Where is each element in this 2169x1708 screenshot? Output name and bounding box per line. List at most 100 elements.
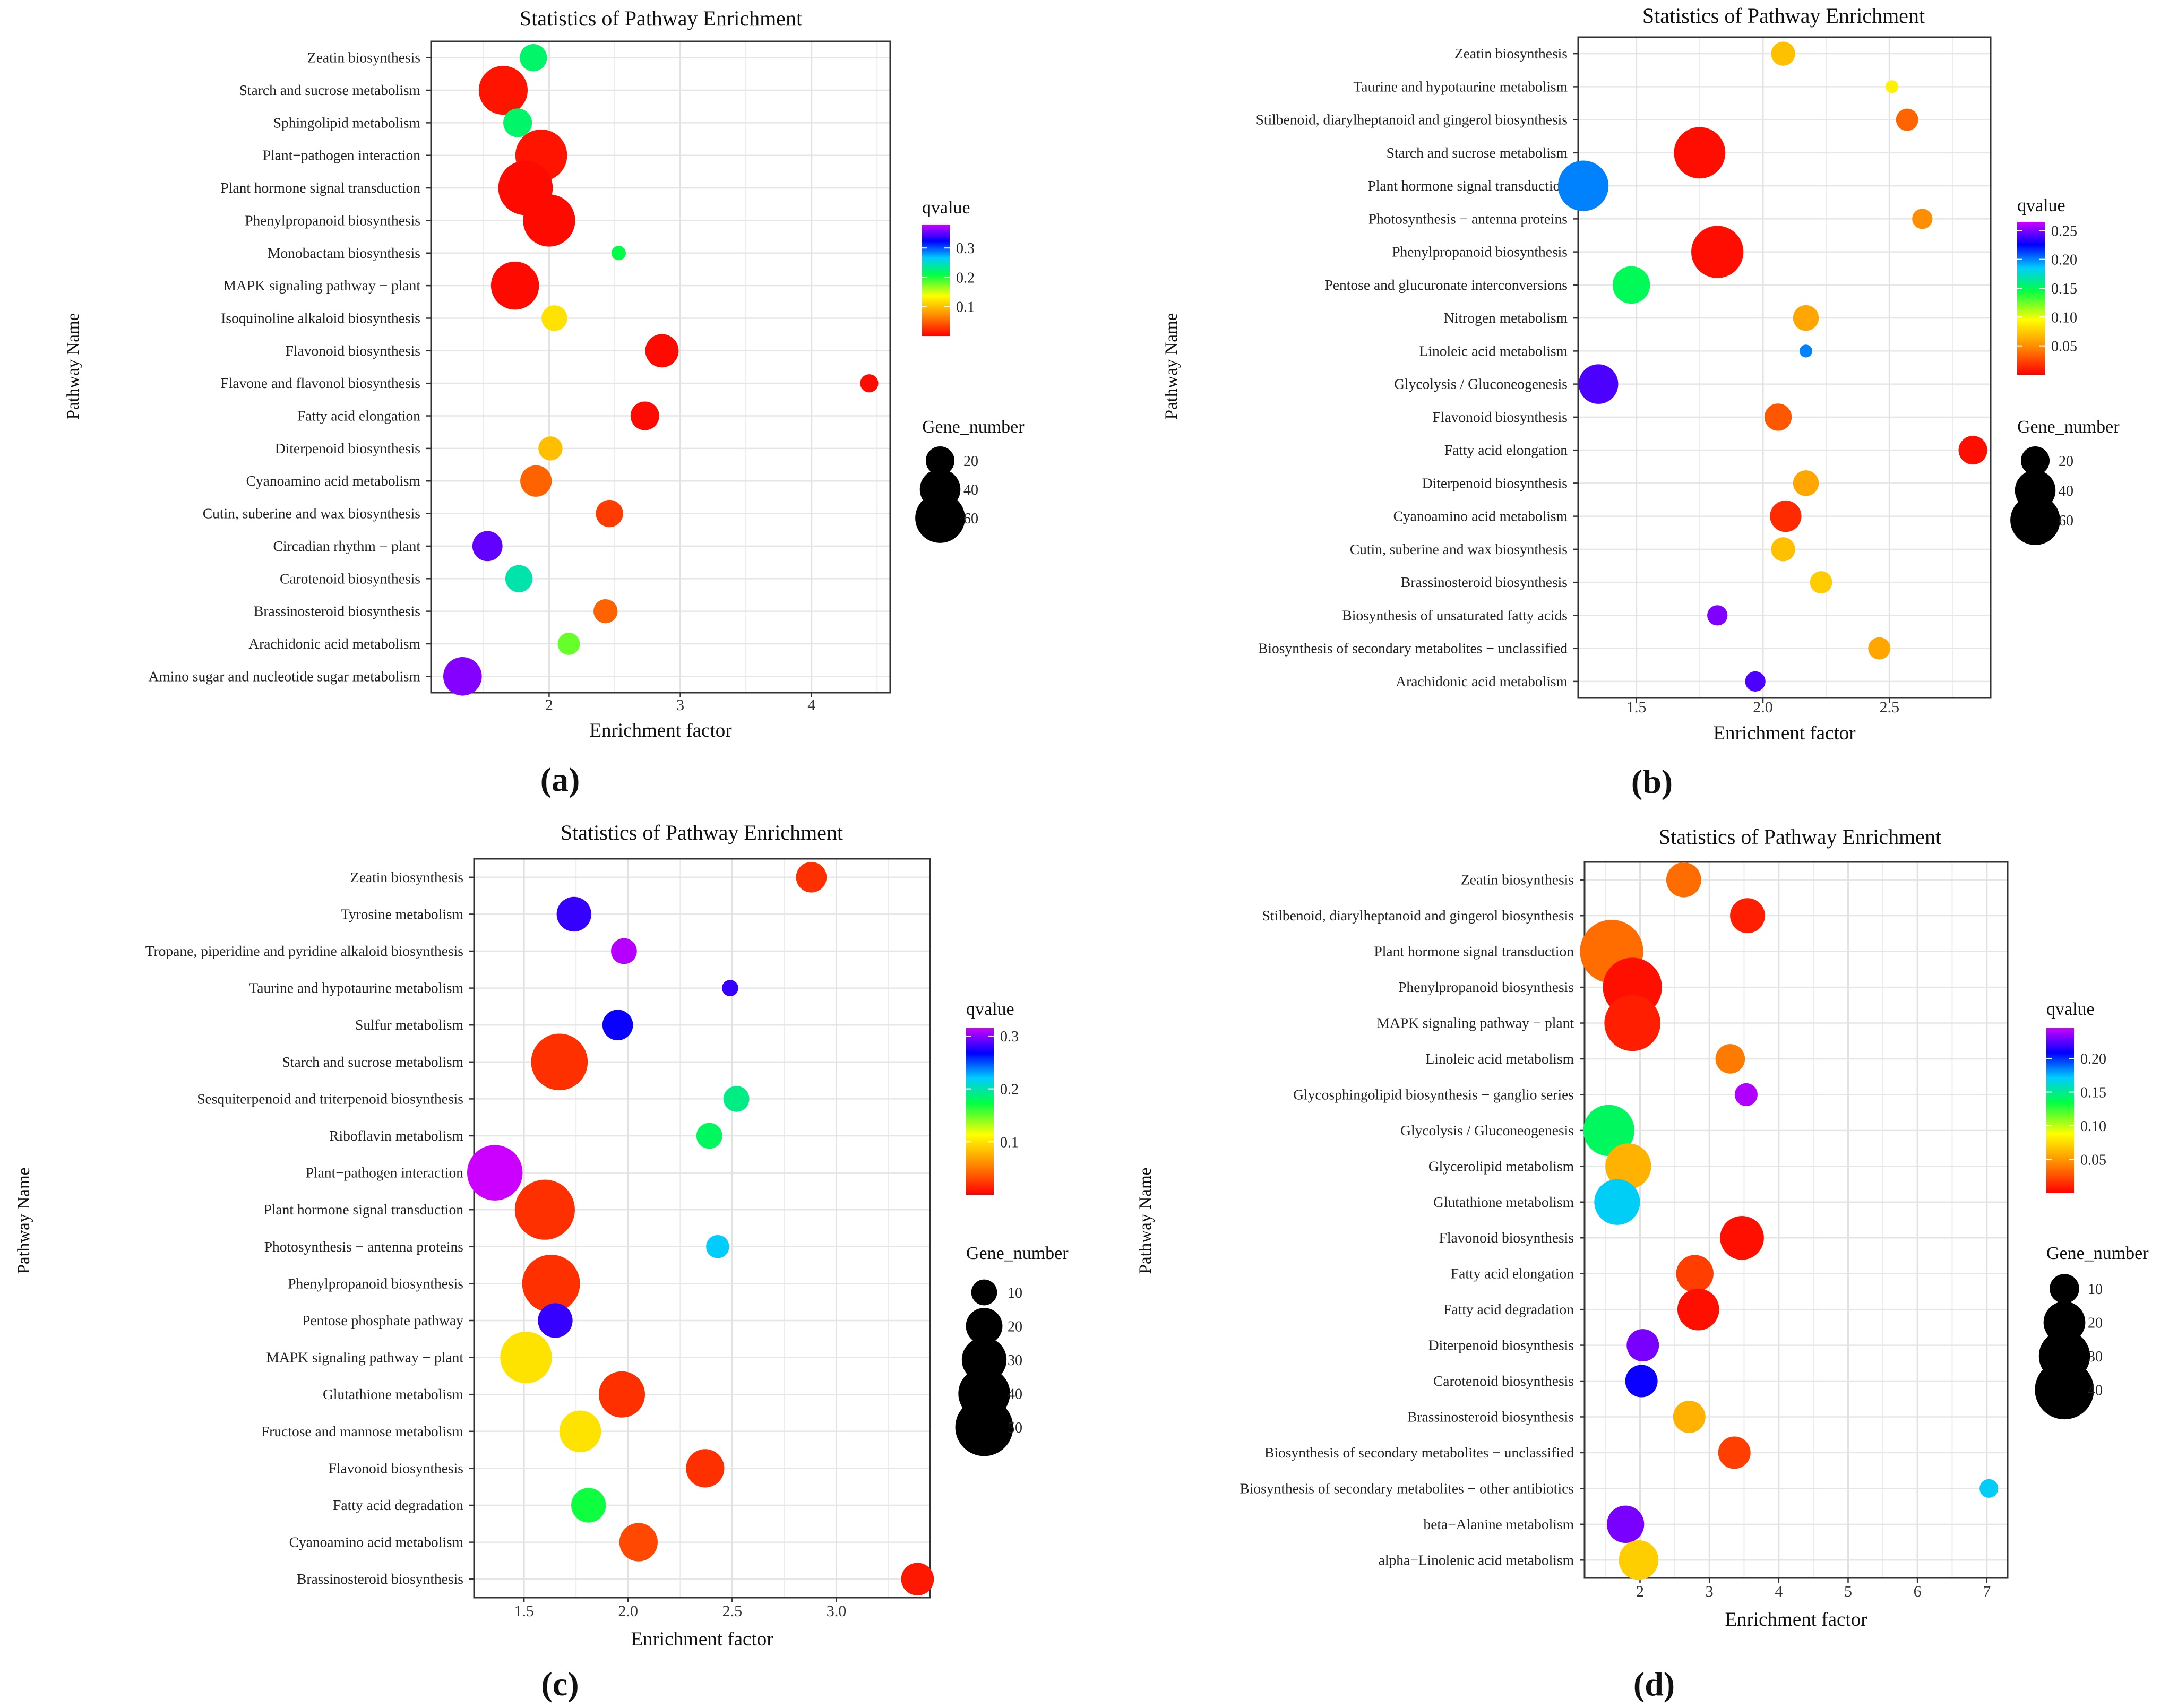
x-axis-title: Enrichment factor <box>1713 722 1855 744</box>
colorbar-label: 0.2 <box>956 270 975 286</box>
y-tick-label: Starch and sucrose metabolism <box>282 1054 463 1070</box>
y-tick-label: Plant−pathogen interaction <box>263 147 421 163</box>
y-tick-label: Fructose and mannose metabolism <box>261 1423 463 1439</box>
x-tick-label: 2.5 <box>1880 698 1900 716</box>
size-legend-label: 40 <box>2088 1383 2103 1399</box>
size-legend-title: Gene_number <box>2017 417 2120 437</box>
size-legend-dot <box>2035 1360 2094 1420</box>
x-tick-label: 2.0 <box>618 1602 639 1620</box>
y-tick-label: Biosynthesis of secondary metabolites − … <box>1264 1444 1574 1461</box>
x-tick-label: 2 <box>1636 1583 1644 1600</box>
size-legend-dot <box>971 1279 997 1306</box>
colorbar-label: 0.15 <box>2051 281 2077 297</box>
size-legend-label: 10 <box>1008 1285 1022 1301</box>
y-tick-label: Stilbenoid, diarylheptanoid and gingerol… <box>1256 111 1568 128</box>
data-point <box>1676 1255 1714 1292</box>
colorbar-label: 0.3 <box>956 240 975 257</box>
data-point <box>514 1179 575 1240</box>
data-point <box>1605 1143 1651 1189</box>
size-legend-dot <box>915 493 965 543</box>
y-tick-label: Zeatin biosynthesis <box>350 869 463 885</box>
y-tick-label: Diterpenoid biosynthesis <box>275 440 420 456</box>
chart-title: Statistics of Pathway Enrichment <box>1659 825 1941 849</box>
y-tick-label: Plant hormone signal transduction <box>1367 177 1568 194</box>
data-point <box>541 305 567 331</box>
data-point <box>520 465 552 497</box>
data-point <box>1745 671 1766 692</box>
y-tick-label: Pentose phosphate pathway <box>302 1312 463 1329</box>
chart-title: Statistics of Pathway Enrichment <box>1642 4 1925 28</box>
y-tick-label: Stilbenoid, diarylheptanoid and gingerol… <box>1262 907 1574 924</box>
data-point <box>1799 344 1813 358</box>
data-point <box>1810 571 1832 594</box>
x-tick-label: 3.0 <box>827 1602 847 1620</box>
y-tick-label: Linoleic acid metabolism <box>1419 342 1568 359</box>
data-point <box>1793 470 1819 496</box>
data-point <box>1793 305 1819 331</box>
panel-a: Statistics of Pathway Enrichment Zeatin b… <box>64 6 1025 798</box>
x-tick-label: 4 <box>1775 1583 1783 1600</box>
data-point <box>490 261 539 310</box>
y-tick-label: MAPK signaling pathway − plant <box>1377 1015 1574 1031</box>
colorbar-label: 0.10 <box>2080 1118 2106 1135</box>
y-tick-label: Phenylpropanoid biosynthesis <box>1398 979 1574 995</box>
data-point <box>706 1235 729 1258</box>
size-legend-label: 60 <box>963 511 978 527</box>
color-legend-title: qvalue <box>2017 196 2065 215</box>
size-legend-title: Gene_number <box>966 1244 1069 1263</box>
size-legend-label: 20 <box>2088 1315 2103 1332</box>
y-axis-title: Pathway Name <box>64 313 83 420</box>
y-tick-label: Carotenoid biosynthesis <box>280 570 420 586</box>
size-legend-title: Gene_number <box>2046 1244 2149 1263</box>
data-point <box>467 1145 523 1201</box>
color-legend-title: qvalue <box>966 999 1014 1019</box>
data-point <box>1677 1288 1719 1331</box>
size-legend-label: 50 <box>1008 1420 1022 1436</box>
y-tick-label: Linoleic acid metabolism <box>1426 1050 1574 1067</box>
y-tick-label: Circadian rhythm − plant <box>273 538 421 554</box>
data-point <box>538 1303 573 1338</box>
plot-border <box>1577 36 1992 699</box>
colorbar-label: 0.3 <box>1000 1029 1019 1045</box>
y-tick-label: Plant hormone signal transduction <box>220 179 420 196</box>
data-point <box>1673 1400 1706 1433</box>
y-tick-label: Flavone and flavonol biosynthesis <box>220 375 420 391</box>
y-tick-label: MAPK signaling pathway − plant <box>223 277 421 294</box>
x-tick-label: 2 <box>545 696 553 714</box>
size-legend-dot <box>955 1398 1013 1456</box>
y-tick-label: Diterpenoid biosynthesis <box>1428 1337 1574 1353</box>
colorbar-label: 0.2 <box>1000 1082 1019 1098</box>
y-tick-label: Biosynthesis of secondary metabolites − … <box>1240 1480 1574 1496</box>
data-point <box>1715 1044 1745 1074</box>
x-tick-label: 1.5 <box>514 1602 534 1620</box>
x-tick-label: 2.5 <box>722 1602 743 1620</box>
data-point <box>1718 1436 1751 1469</box>
data-point <box>722 980 738 996</box>
y-tick-label: Pentose and glucuronate interconversions <box>1325 277 1568 293</box>
colorbar-label: 0.05 <box>2051 339 2077 355</box>
data-point <box>557 633 580 655</box>
colorbar-label: 0.15 <box>2080 1085 2106 1101</box>
y-tick-label: Brassinosteroid biosynthesis <box>297 1571 463 1587</box>
y-axis-title: Pathway Name <box>14 1168 33 1274</box>
y-tick-label: Brassinosteroid biosynthesis <box>254 603 420 619</box>
size-legend-label: 20 <box>1008 1319 1022 1335</box>
data-point <box>500 1331 552 1384</box>
x-tick-label: 5 <box>1844 1583 1852 1600</box>
size-legend-dot <box>2020 446 2050 476</box>
data-point <box>1720 1215 1764 1260</box>
y-tick-label: Nitrogen metabolism <box>1444 309 1568 326</box>
y-tick-label: MAPK signaling pathway − plant <box>266 1349 464 1366</box>
data-point <box>723 1086 750 1112</box>
x-axis-title: Enrichment factor <box>1725 1609 1867 1631</box>
y-tick-label: Fatty acid degradation <box>1443 1301 1574 1317</box>
data-point <box>505 565 533 592</box>
x-tick-label: 2.0 <box>1753 698 1773 716</box>
y-tick-label: Fatty acid elongation <box>297 408 420 424</box>
panel-label: (d) <box>1633 1665 1675 1703</box>
data-point <box>1764 403 1792 431</box>
y-tick-label: Monobactam biosynthesis <box>268 245 420 261</box>
data-point <box>645 334 679 368</box>
y-tick-label: beta−Alanine metabolism <box>1423 1516 1574 1532</box>
